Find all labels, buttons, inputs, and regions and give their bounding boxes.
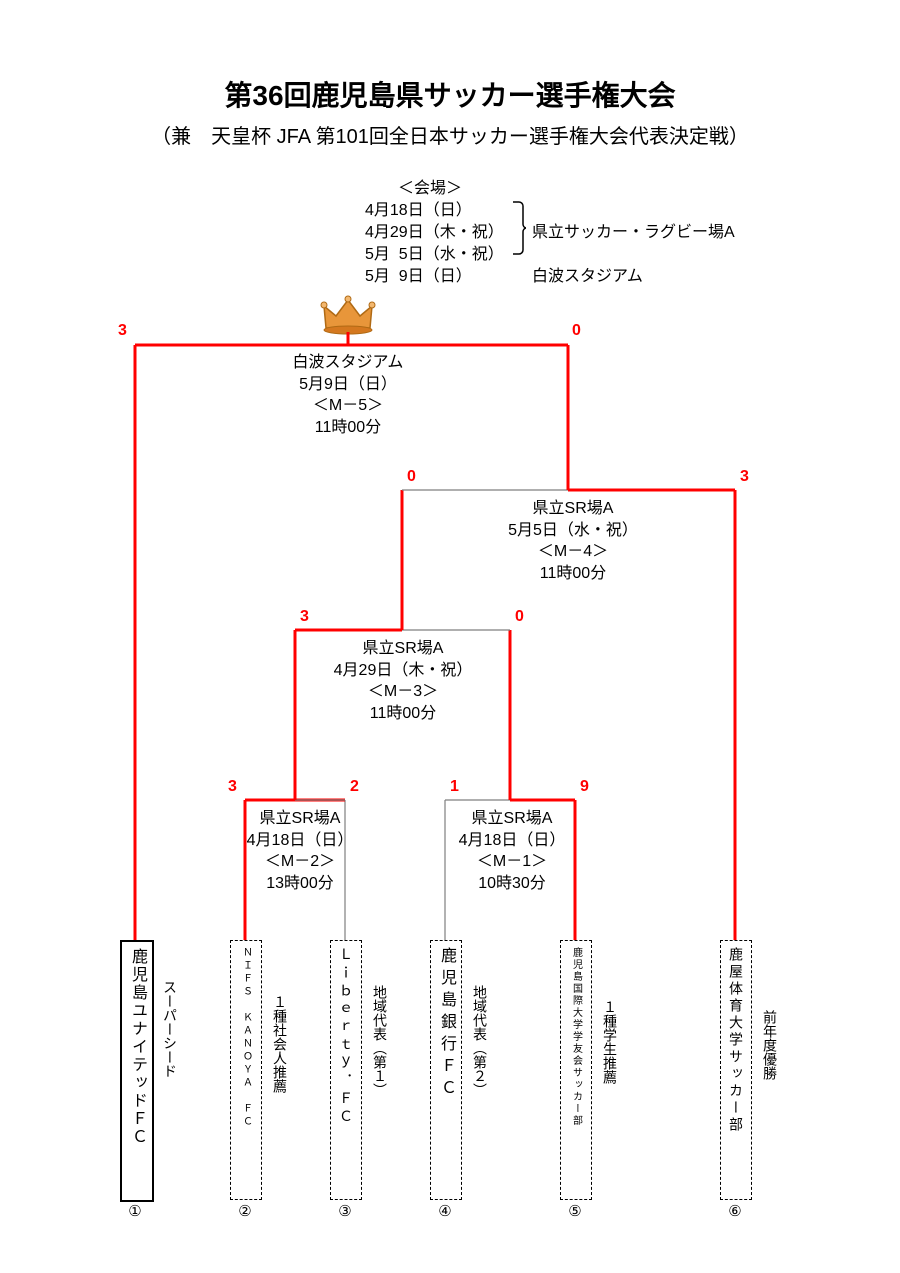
score-m5-left: 3 [118,322,127,340]
team-qual-6: 前年度優勝 [760,1010,780,1083]
team-box-4: 鹿児島銀行ＦＣ [430,940,462,1200]
match-date: 5月5日（水・祝） [498,520,648,542]
score-m5-right: 0 [572,322,581,340]
team-qual-5: １種学生推薦 [600,1000,620,1087]
team-name: 鹿児島ユナイテッドＦＣ [125,942,149,1152]
match-time: 13時00分 [240,873,360,895]
team-seed-5: ⑤ [560,1202,590,1220]
match-time: 11時00分 [498,563,648,585]
match-venue: 県立SR場A [240,808,360,830]
match-m5: 白波スタジアム 5月9日（日） ＜M－5＞ 11時00分 [288,352,408,438]
score-m1-left: 1 [450,778,459,796]
team-name: 鹿児島銀行ＦＣ [434,941,458,1107]
match-code: ＜M－5＞ [288,395,408,417]
score-m4-right: 3 [740,468,749,486]
team-qual-4: 地域代表（第２） [470,985,490,1100]
team-box-2: ＮＩＦＳ ＫＡＮＯＹＡ ＦＣ [230,940,262,1200]
score-m3-left: 3 [300,608,309,626]
match-code: ＜M－3＞ [328,681,478,703]
match-m4: 県立SR場A 5月5日（水・祝） ＜M－4＞ 11時00分 [498,498,648,584]
team-box-5: 鹿児島国際大学学友会サッカー部 [560,940,592,1200]
match-code: ＜M－2＞ [240,851,360,873]
team-seed-1: ① [120,1202,150,1220]
match-time: 11時00分 [328,703,478,725]
team-seed-3: ③ [330,1202,360,1220]
team-qual-3: 地域代表（第１） [370,985,390,1100]
team-box-3: Ｌｉｂｅｒｔｙ．ＦＣ [330,940,362,1200]
team-box-6: 鹿屋体育大学サッカー部 [720,940,752,1200]
score-m1-right: 9 [580,778,589,796]
team-qual-1: スーパーシード [160,980,180,1081]
match-date: 5月9日（日） [288,374,408,396]
match-venue: 県立SR場A [452,808,572,830]
score-m4-left: 0 [407,468,416,486]
team-seed-2: ② [230,1202,260,1220]
match-m2: 県立SR場A 4月18日（日） ＜M－2＞ 13時00分 [240,808,360,894]
match-m3: 県立SR場A 4月29日（木・祝） ＜M－3＞ 11時00分 [328,638,478,724]
match-venue: 白波スタジアム [288,352,408,374]
team-qual-2: １種社会人推薦 [270,995,290,1096]
match-venue: 県立SR場A [328,638,478,660]
match-m1: 県立SR場A 4月18日（日） ＜M－1＞ 10時30分 [452,808,572,894]
match-time: 10時30分 [452,873,572,895]
team-name: 鹿屋体育大学サッカー部 [726,941,746,1140]
score-m3-right: 0 [515,608,524,626]
match-date: 4月18日（日） [452,830,572,852]
team-name: ＮＩＦＳ ＫＡＮＯＹＡ ＦＣ [239,941,254,1135]
match-time: 11時00分 [288,417,408,439]
score-m2-left: 3 [228,778,237,796]
team-box-1: 鹿児島ユナイテッドＦＣ [120,940,154,1202]
team-seed-4: ④ [430,1202,460,1220]
match-code: ＜M－1＞ [452,851,572,873]
match-code: ＜M－4＞ [498,541,648,563]
team-seed-6: ⑥ [720,1202,750,1220]
match-date: 4月29日（木・祝） [328,660,478,682]
match-venue: 県立SR場A [498,498,648,520]
team-name: Ｌｉｂｅｒｔｙ．ＦＣ [336,941,356,1133]
match-date: 4月18日（日） [240,830,360,852]
team-name: 鹿児島国際大学学友会サッカー部 [569,941,584,1133]
score-m2-right: 2 [350,778,359,796]
